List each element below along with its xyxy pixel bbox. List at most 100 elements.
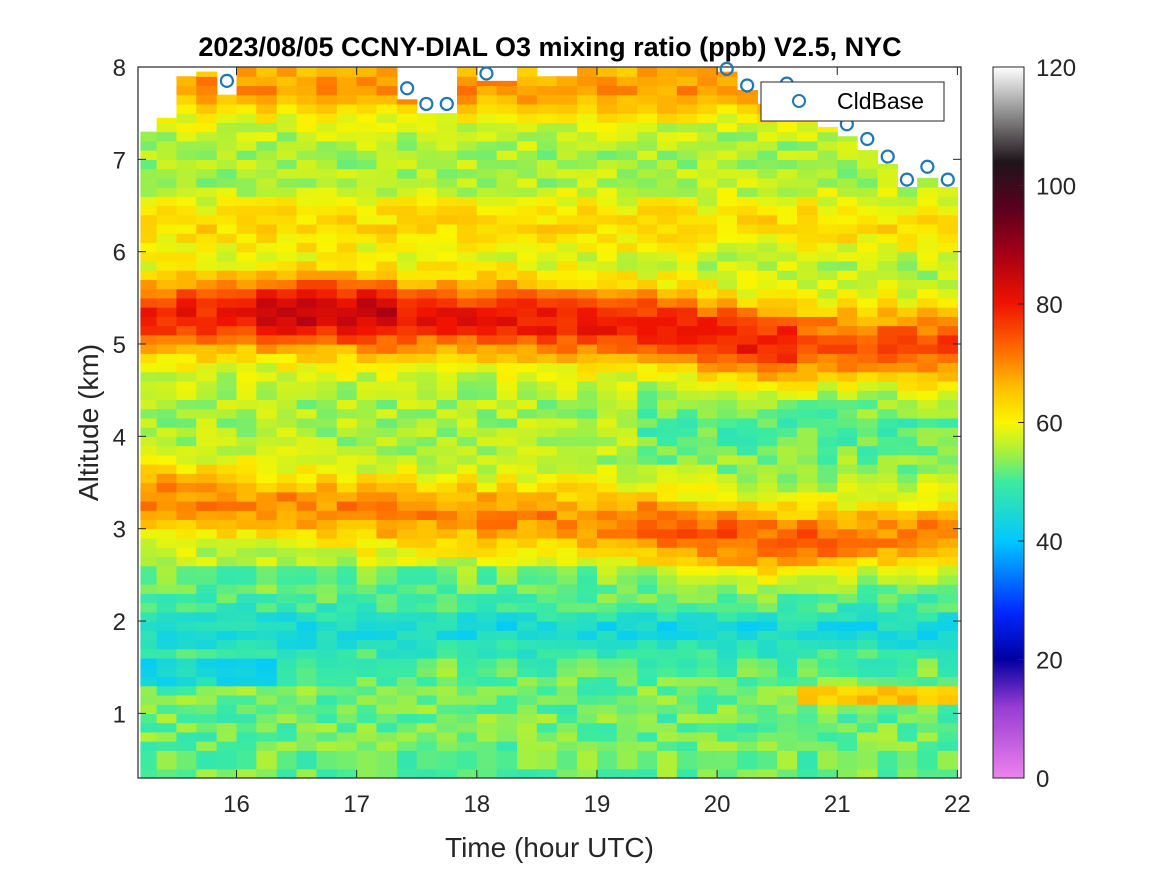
heatmap-cell <box>196 731 218 742</box>
heatmap-cell <box>717 205 738 216</box>
heatmap-cell <box>556 399 578 410</box>
heatmap-cell <box>276 214 298 225</box>
heatmap-cell <box>697 574 718 585</box>
heatmap-cell <box>196 214 218 225</box>
heatmap-cell <box>556 85 578 96</box>
heatmap-cell <box>276 353 298 364</box>
heatmap-cell <box>517 233 538 244</box>
heatmap-cell <box>616 759 638 770</box>
heatmap-cell <box>837 334 858 345</box>
heatmap-cell <box>777 694 798 705</box>
heatmap-cell <box>296 556 318 567</box>
heatmap-cell <box>517 196 538 207</box>
heatmap-cell <box>316 565 338 576</box>
heatmap-cell <box>416 205 438 216</box>
heatmap-cell <box>496 722 518 733</box>
heatmap-cell <box>336 67 358 77</box>
heatmap-cell <box>296 621 318 631</box>
heatmap-cell <box>917 593 939 604</box>
heatmap-cell <box>757 371 778 382</box>
heatmap-cell <box>496 205 518 216</box>
heatmap-cell <box>456 113 478 123</box>
heatmap-cell <box>637 731 658 742</box>
heatmap-cell <box>736 353 758 364</box>
heatmap-cell <box>877 233 898 244</box>
heatmap-cell <box>697 103 718 114</box>
heatmap-cell <box>416 621 438 631</box>
heatmap-cell <box>436 113 458 123</box>
heatmap-cell <box>356 260 378 271</box>
heatmap-cell <box>456 417 478 428</box>
heatmap-cell <box>777 685 798 696</box>
heatmap-cell <box>917 464 939 474</box>
heatmap-cell <box>376 464 398 474</box>
heatmap-cell <box>556 371 578 382</box>
heatmap-cell <box>877 510 898 521</box>
heatmap-cell <box>657 316 678 327</box>
heatmap-cell <box>837 519 858 530</box>
heatmap-cell <box>156 473 178 484</box>
heatmap-cell <box>637 621 658 631</box>
heatmap-cell <box>877 639 898 650</box>
heatmap-cell <box>536 94 558 105</box>
heatmap-cell <box>436 630 458 641</box>
heatmap-cell <box>917 694 939 705</box>
heatmap-cell <box>697 547 718 557</box>
heatmap-cell <box>757 334 778 345</box>
heatmap-cell <box>376 205 398 216</box>
heatmap-cell <box>817 491 838 502</box>
heatmap-cell <box>877 260 898 271</box>
heatmap-cell <box>316 602 338 613</box>
heatmap-cell <box>637 593 658 604</box>
heatmap-cell <box>296 214 318 225</box>
heatmap-cell <box>937 307 958 317</box>
heatmap-cell <box>356 103 378 114</box>
heatmap-cell <box>777 223 798 234</box>
heatmap-cell <box>176 177 197 188</box>
heatmap-cell <box>236 676 257 687</box>
heatmap-cell <box>777 556 798 567</box>
heatmap-cell <box>536 390 558 401</box>
heatmap-cell <box>256 593 278 604</box>
heatmap-cell <box>777 648 798 659</box>
heatmap-cell <box>757 482 778 493</box>
heatmap-cell <box>577 473 598 484</box>
heatmap-cell <box>596 325 618 336</box>
heatmap-cell <box>556 344 578 354</box>
heatmap-cell <box>937 390 958 401</box>
heatmap-cell <box>456 85 478 96</box>
heatmap-cell <box>196 685 218 696</box>
heatmap-cell <box>256 150 278 160</box>
heatmap-cell <box>917 657 939 668</box>
heatmap-cell <box>517 704 538 714</box>
heatmap-cell <box>757 242 778 253</box>
heatmap-cell <box>717 547 738 557</box>
heatmap-cell <box>276 657 298 668</box>
heatmap-cell <box>316 103 338 114</box>
heatmap-cell <box>156 288 178 299</box>
heatmap-cell <box>757 464 778 474</box>
heatmap-cell <box>476 593 498 604</box>
heatmap-cell <box>476 103 498 114</box>
heatmap-cell <box>697 676 718 687</box>
heatmap-cell <box>697 630 718 641</box>
heatmap-cell <box>396 344 418 354</box>
heatmap-cell <box>837 768 858 779</box>
heatmap-cell <box>837 630 858 641</box>
heatmap-cell <box>697 297 718 308</box>
heatmap-cell <box>396 233 418 244</box>
heatmap-cell <box>376 325 398 336</box>
heatmap-cell <box>676 657 698 668</box>
heatmap-cell <box>637 611 658 622</box>
heatmap-cell <box>877 316 898 327</box>
heatmap-cell <box>436 473 458 484</box>
heatmap-cell <box>676 454 698 465</box>
heatmap-cell <box>376 768 398 779</box>
heatmap-cell <box>336 759 358 770</box>
heatmap-cell <box>456 464 478 474</box>
heatmap-cell <box>657 279 678 290</box>
heatmap-cell <box>356 399 378 410</box>
heatmap-cell <box>937 657 958 668</box>
heatmap-cell <box>877 648 898 659</box>
heatmap-cell <box>637 500 658 511</box>
